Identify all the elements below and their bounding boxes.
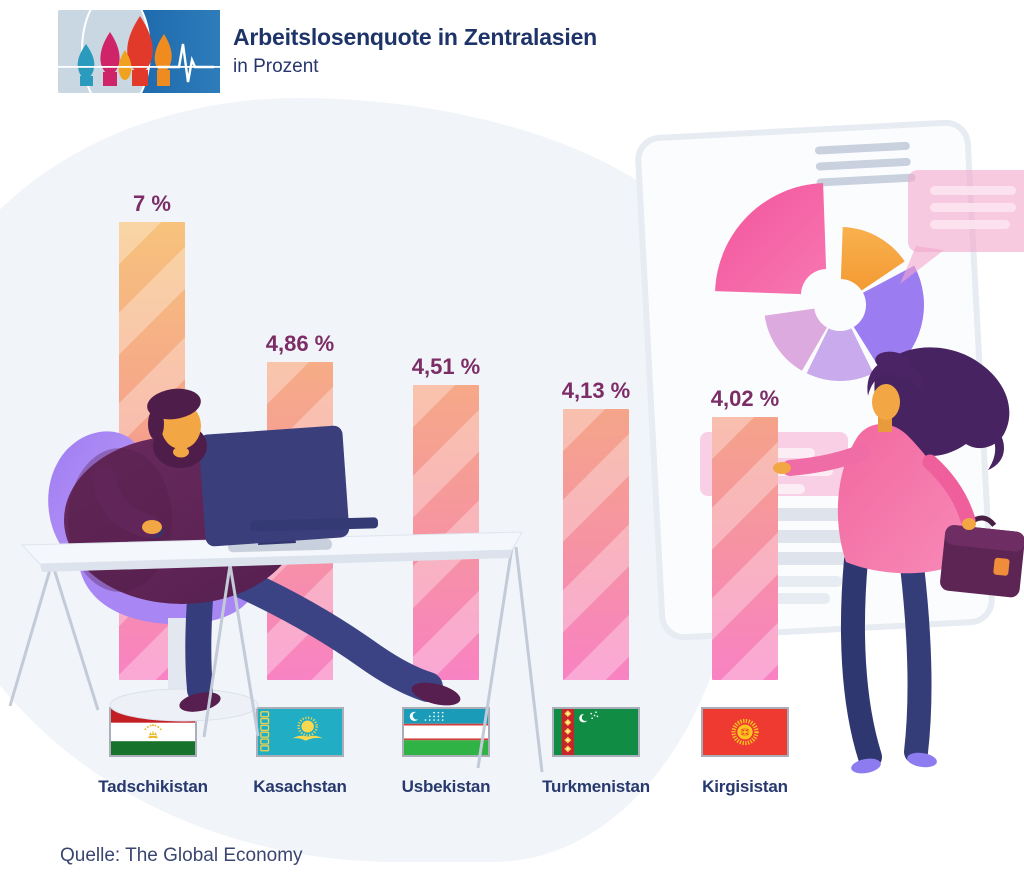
bar-kasachstan xyxy=(267,361,333,680)
st-basils-cathedral-icon xyxy=(77,16,172,86)
uzbekistan-flag-icon xyxy=(402,707,490,757)
source-credit: Quelle: The Global Economy xyxy=(60,845,303,866)
bar-value-label: 4,51 % xyxy=(411,353,481,379)
page-subtitle: in Prozent xyxy=(233,56,319,77)
bar-value-label: 4,02 % xyxy=(710,385,780,411)
category-label-turkmenistan: Turkmenistan xyxy=(542,777,650,796)
bar-turkmenistan xyxy=(563,409,629,680)
bar-tadschikistan xyxy=(119,221,185,680)
tajikistan-flag-icon xyxy=(109,707,197,757)
kyrgyzstan-flag-icon xyxy=(701,707,789,757)
bar-value-label: 4,86 % xyxy=(265,330,335,356)
category-label-tadschikistan: Tadschikistan xyxy=(98,777,208,796)
bar-kirgisistan xyxy=(712,416,778,680)
kazakhstan-flag-icon xyxy=(256,707,344,757)
publisher-logo xyxy=(58,10,220,93)
bar-value-label: 7 % xyxy=(133,190,171,216)
bar-value-label: 4,13 % xyxy=(561,378,631,404)
turkmenistan-flag-icon xyxy=(552,707,640,757)
category-label-kasachstan: Kasachstan xyxy=(253,777,347,796)
pulse-line-icon xyxy=(158,43,214,83)
page-title: Arbeitslosenquote in Zentralasien xyxy=(233,24,598,50)
category-label-kirgisistan: Kirgisistan xyxy=(702,777,788,796)
bar-usbekistan xyxy=(413,384,479,680)
category-label-usbekistan: Usbekistan xyxy=(401,777,491,796)
